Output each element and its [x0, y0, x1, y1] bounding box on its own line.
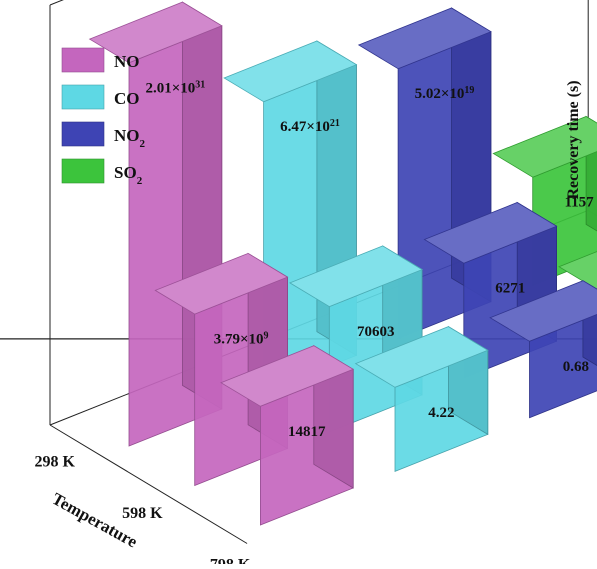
legend-label-co: CO [114, 89, 140, 108]
tick-label-598k: 598 K [122, 505, 163, 522]
data-label-no-798k: 14817 [288, 424, 326, 440]
legend-label-no: NO [114, 52, 140, 71]
y-axis-title: Recovery time (s) [565, 80, 582, 199]
legend-swatch-so2 [62, 159, 104, 183]
data-label-no2-798k: 0.68 [563, 359, 589, 375]
data-label-no2-598k: 6271 [495, 281, 525, 297]
legend-swatch-no [62, 48, 104, 72]
data-label-co-798k: 4.22 [428, 405, 454, 421]
tick-label-798k: 798 K [210, 557, 251, 564]
tick-label-298k: 298 K [34, 454, 75, 471]
data-label-no-598k: 3.79×109 [214, 330, 269, 348]
legend-swatch-no2 [62, 122, 104, 146]
data-label-co-598k: 70603 [357, 324, 395, 340]
legend-swatch-co [62, 85, 104, 109]
bars: 11573.21×10-54.22×10-75.02×101962710.686… [90, 2, 597, 525]
